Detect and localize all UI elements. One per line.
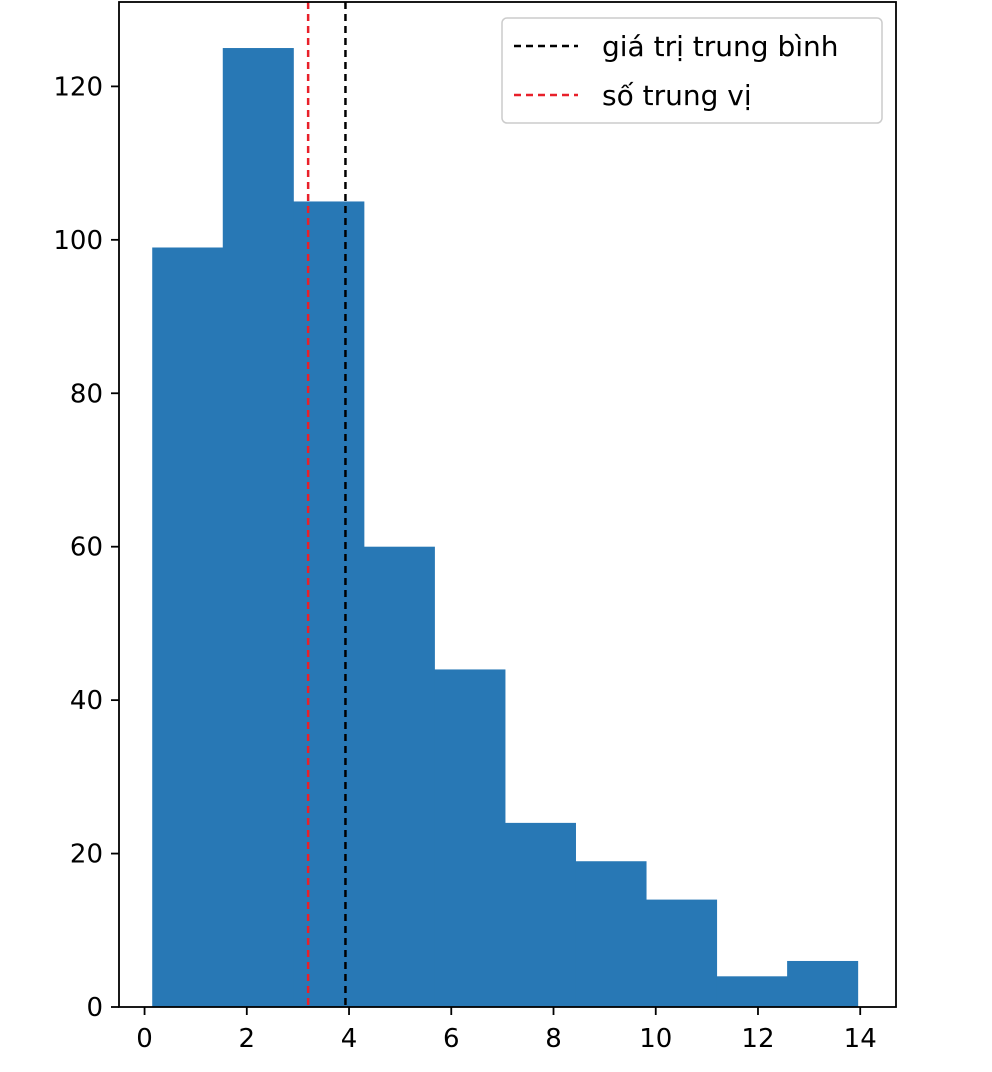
histogram-bar-4 <box>434 669 506 1007</box>
histogram-bar-1 <box>222 48 294 1008</box>
histogram-bar-2 <box>293 201 365 1008</box>
histogram-bar-6 <box>575 861 647 1007</box>
y-tick-label-1: 20 <box>70 840 103 870</box>
histogram-bar-3 <box>363 546 435 1007</box>
y-tick-label-5: 100 <box>53 226 103 256</box>
x-tick-label-5: 10 <box>639 1024 672 1054</box>
y-tick-label-0: 0 <box>86 993 103 1023</box>
y-axis-ticks: 0 20 40 60 80 100 120 <box>53 72 119 1023</box>
histogram-bar-0 <box>152 247 224 1007</box>
x-tick-label-3: 6 <box>443 1024 460 1054</box>
legend-box <box>501 17 883 124</box>
y-tick-label-3: 60 <box>70 533 103 563</box>
y-tick-label-2: 40 <box>70 686 103 716</box>
x-tick-label-0: 0 <box>136 1024 153 1054</box>
x-tick-label-6: 12 <box>741 1024 774 1054</box>
histogram-bar-9 <box>787 960 859 1007</box>
histogram-bar-7 <box>646 899 718 1007</box>
histogram-bar-8 <box>716 976 788 1007</box>
y-tick-label-6: 120 <box>53 72 103 102</box>
histogram-bar-5 <box>504 822 576 1007</box>
x-tick-label-4: 8 <box>545 1024 562 1054</box>
y-tick-label-4: 80 <box>70 379 103 409</box>
x-tick-label-2: 4 <box>341 1024 358 1054</box>
x-tick-label-1: 2 <box>239 1024 256 1054</box>
x-tick-label-7: 14 <box>844 1024 877 1054</box>
legend: giá trị trung bình số trung vị <box>501 17 883 124</box>
bars-group <box>152 48 859 1008</box>
x-axis-ticks: 0 2 4 6 8 10 12 14 <box>136 1007 877 1054</box>
legend-label-median: số trung vị <box>602 79 752 112</box>
legend-label-mean: giá trị trung bình <box>602 30 838 63</box>
axes-frame <box>118 1 897 1008</box>
